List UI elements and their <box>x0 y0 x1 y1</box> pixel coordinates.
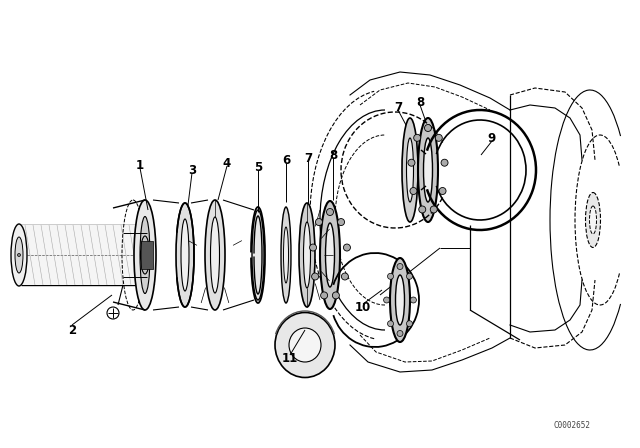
Text: 7: 7 <box>304 151 312 164</box>
Ellipse shape <box>383 297 390 303</box>
Ellipse shape <box>141 236 150 274</box>
Ellipse shape <box>337 219 344 225</box>
Ellipse shape <box>205 200 225 310</box>
Ellipse shape <box>396 275 404 325</box>
Ellipse shape <box>435 134 442 141</box>
Text: 9: 9 <box>488 132 496 145</box>
Ellipse shape <box>418 118 438 222</box>
Ellipse shape <box>406 138 413 202</box>
Text: 6: 6 <box>282 154 290 167</box>
Ellipse shape <box>388 273 394 279</box>
Ellipse shape <box>397 263 403 270</box>
Text: 7: 7 <box>394 100 402 113</box>
Text: 8: 8 <box>329 148 337 161</box>
Ellipse shape <box>281 207 291 303</box>
Ellipse shape <box>408 159 415 166</box>
Ellipse shape <box>326 223 335 287</box>
Ellipse shape <box>397 331 403 336</box>
Text: 2: 2 <box>68 323 76 336</box>
Ellipse shape <box>321 292 328 299</box>
Ellipse shape <box>406 321 412 327</box>
Ellipse shape <box>410 297 417 303</box>
Ellipse shape <box>252 210 264 300</box>
Ellipse shape <box>390 258 410 342</box>
Ellipse shape <box>312 273 319 280</box>
Text: C0002652: C0002652 <box>553 421 590 430</box>
FancyBboxPatch shape <box>141 241 153 269</box>
Ellipse shape <box>402 118 418 222</box>
Ellipse shape <box>430 206 437 213</box>
Ellipse shape <box>15 237 23 273</box>
Ellipse shape <box>326 208 333 215</box>
Text: 8: 8 <box>416 95 424 108</box>
Ellipse shape <box>424 138 433 202</box>
Text: 11: 11 <box>282 352 298 365</box>
Ellipse shape <box>320 201 340 309</box>
Ellipse shape <box>211 217 220 293</box>
Text: 4: 4 <box>223 156 231 169</box>
Ellipse shape <box>303 222 310 288</box>
Ellipse shape <box>107 307 119 319</box>
Text: 1: 1 <box>136 159 144 172</box>
Ellipse shape <box>176 203 194 307</box>
Text: 3: 3 <box>188 164 196 177</box>
Text: 5: 5 <box>254 160 262 173</box>
Ellipse shape <box>439 188 446 194</box>
Ellipse shape <box>410 188 417 194</box>
Ellipse shape <box>289 328 321 362</box>
Ellipse shape <box>134 200 156 310</box>
Ellipse shape <box>316 219 323 225</box>
Ellipse shape <box>140 216 150 293</box>
Ellipse shape <box>424 125 431 132</box>
Ellipse shape <box>332 292 339 299</box>
Ellipse shape <box>181 219 189 291</box>
Ellipse shape <box>441 159 448 166</box>
Ellipse shape <box>310 244 317 251</box>
Ellipse shape <box>341 273 348 280</box>
Ellipse shape <box>413 134 420 141</box>
Ellipse shape <box>388 321 394 327</box>
Ellipse shape <box>275 313 335 378</box>
Ellipse shape <box>589 206 596 234</box>
Ellipse shape <box>406 273 412 279</box>
Ellipse shape <box>299 203 315 307</box>
Ellipse shape <box>284 227 289 283</box>
Ellipse shape <box>17 254 20 257</box>
Ellipse shape <box>11 224 27 286</box>
Ellipse shape <box>419 206 426 213</box>
FancyBboxPatch shape <box>19 225 148 285</box>
Ellipse shape <box>586 193 600 247</box>
Ellipse shape <box>344 244 351 251</box>
Text: 10: 10 <box>355 301 371 314</box>
